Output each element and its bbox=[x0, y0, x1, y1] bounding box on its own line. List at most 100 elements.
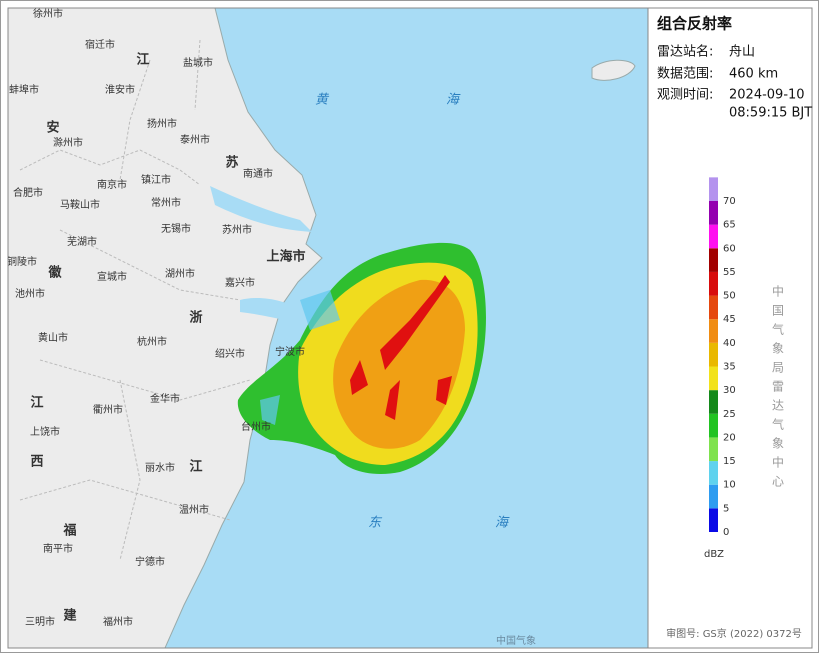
legend-tick-label: 65 bbox=[723, 220, 736, 231]
city-label: 宿迁市 bbox=[85, 38, 115, 51]
legend-tick-label: 25 bbox=[723, 409, 736, 420]
city-label: 金华市 bbox=[150, 392, 180, 405]
city-label: 宁波市 bbox=[275, 345, 305, 358]
sea-label: 东 bbox=[368, 516, 383, 531]
legend-tick-label: 30 bbox=[723, 385, 736, 396]
province-label: 上海市 bbox=[266, 249, 305, 265]
legend-swatch bbox=[709, 177, 718, 201]
time: 08:59:15 BJT bbox=[729, 106, 812, 121]
legend-swatch bbox=[709, 295, 718, 320]
city-label: 铜陵市 bbox=[7, 255, 37, 268]
province-label: 苏 bbox=[225, 155, 238, 171]
map-labels: 徐州市 宿迁市 江 盐城市 蚌埠市 淮安市 扬州市 安 滁州市 泰州市 苏 南通… bbox=[7, 7, 536, 647]
sea-label: 黄 bbox=[315, 93, 330, 108]
city-label: 温州市 bbox=[179, 503, 209, 516]
legend-unit: dBZ bbox=[704, 549, 724, 560]
legend-swatch bbox=[709, 271, 718, 296]
legend-tick-label: 5 bbox=[723, 503, 729, 514]
map-border bbox=[7, 7, 813, 649]
date: 2024-09-10 bbox=[729, 88, 805, 103]
legend-swatch bbox=[709, 413, 718, 438]
legend-swatch bbox=[709, 319, 718, 343]
city-label: 蚌埠市 bbox=[9, 83, 39, 96]
city-label: 常州市 bbox=[151, 196, 181, 209]
river-estuary bbox=[210, 186, 312, 232]
city-label: 淮安市 bbox=[105, 83, 135, 96]
station-label: 雷达站名: bbox=[657, 44, 713, 60]
legend-swatch bbox=[709, 508, 718, 532]
legend-tick-label: 55 bbox=[723, 267, 736, 278]
city-label: 泰州市 bbox=[180, 133, 210, 146]
legend-tick-label: 70 bbox=[723, 196, 736, 207]
legend-swatch bbox=[709, 366, 718, 391]
legend-tick-label: 45 bbox=[723, 314, 736, 325]
province-label: 江 bbox=[30, 395, 43, 411]
legend-tick-label: 40 bbox=[723, 338, 736, 349]
legend-swatch bbox=[709, 461, 718, 485]
city-label: 南京市 bbox=[97, 178, 127, 191]
province-label: 西 bbox=[30, 455, 43, 470]
radar-echo bbox=[237, 242, 486, 475]
city-label: 湖州市 bbox=[165, 267, 195, 280]
city-label: 南通市 bbox=[243, 167, 273, 180]
echo-orange bbox=[333, 279, 465, 449]
legend-tick-label: 35 bbox=[723, 362, 736, 373]
legend-tick-label: 0 bbox=[723, 527, 729, 538]
city-label: 宣城市 bbox=[97, 270, 127, 283]
city-label: 宁德市 bbox=[135, 555, 165, 568]
city-label: 福州市 bbox=[103, 615, 133, 628]
sea-label: 海 bbox=[495, 516, 510, 531]
island bbox=[591, 59, 636, 81]
legend-tick-label: 60 bbox=[723, 243, 736, 254]
city-label: 盐城市 bbox=[183, 56, 213, 69]
legend-swatch bbox=[709, 201, 718, 225]
legend-swatch bbox=[709, 484, 718, 509]
city-label: 芜湖市 bbox=[67, 235, 97, 248]
city-label: 台州市 bbox=[241, 420, 271, 433]
echo-red bbox=[350, 275, 452, 420]
credit: 中国气象局雷达气象中心 bbox=[771, 284, 785, 494]
legend-tick-label: 15 bbox=[723, 456, 736, 467]
legend-tick-label: 20 bbox=[723, 432, 736, 443]
city-label: 南平市 bbox=[43, 542, 73, 555]
city-label: 绍兴市 bbox=[215, 347, 245, 360]
time-label: 观测时间: bbox=[657, 88, 713, 103]
city-label: 黄山市 bbox=[38, 331, 68, 344]
city-label: 三明市 bbox=[25, 615, 55, 628]
city-label: 合肥市 bbox=[13, 186, 43, 199]
city-label: 徐州市 bbox=[33, 7, 63, 20]
province-label: 建 bbox=[63, 608, 76, 624]
echo-blue bbox=[260, 290, 340, 425]
legend-tick-label: 50 bbox=[723, 291, 736, 302]
panel-title: 组合反射率 bbox=[657, 15, 732, 33]
legend-swatch bbox=[709, 248, 718, 272]
legend-swatch bbox=[709, 437, 718, 462]
range-label: 数据范围: bbox=[657, 67, 713, 82]
legend-swatch bbox=[709, 390, 718, 414]
map: 徐州市 宿迁市 江 盐城市 蚌埠市 淮安市 扬州市 安 滁州市 泰州市 苏 南通… bbox=[7, 7, 648, 649]
city-label: 滁州市 bbox=[53, 136, 83, 149]
city-label: 上饶市 bbox=[30, 425, 60, 438]
city-label: 镇江市 bbox=[141, 173, 171, 186]
city-label: 嘉兴市 bbox=[225, 276, 255, 289]
boundaries bbox=[19, 39, 251, 561]
watermark: 中国气象 bbox=[496, 634, 536, 647]
city-label: 衢州市 bbox=[93, 403, 123, 416]
approval: 审图号: GS京 (2022) 0372号 bbox=[666, 627, 802, 640]
province-label: 福 bbox=[62, 523, 76, 539]
city-label: 扬州市 bbox=[147, 117, 177, 130]
legend-swatch bbox=[709, 342, 718, 367]
city-label: 杭州市 bbox=[137, 335, 167, 348]
station: 舟山 bbox=[729, 45, 755, 60]
legend-swatch bbox=[709, 224, 718, 249]
city-label: 无锡市 bbox=[161, 222, 191, 235]
province-label: 江 bbox=[136, 52, 149, 68]
province-label: 徽 bbox=[47, 265, 62, 281]
city-label: 丽水市 bbox=[145, 461, 175, 474]
legend: 0 5 10 15 20 25 30 35 40 45 50 55 60 65 70 bbox=[709, 177, 736, 538]
info-panel bbox=[647, 7, 813, 649]
province-label: 江 bbox=[189, 459, 202, 475]
bay bbox=[240, 298, 300, 322]
range: 460 km bbox=[729, 67, 778, 82]
city-label: 池州市 bbox=[15, 287, 45, 300]
